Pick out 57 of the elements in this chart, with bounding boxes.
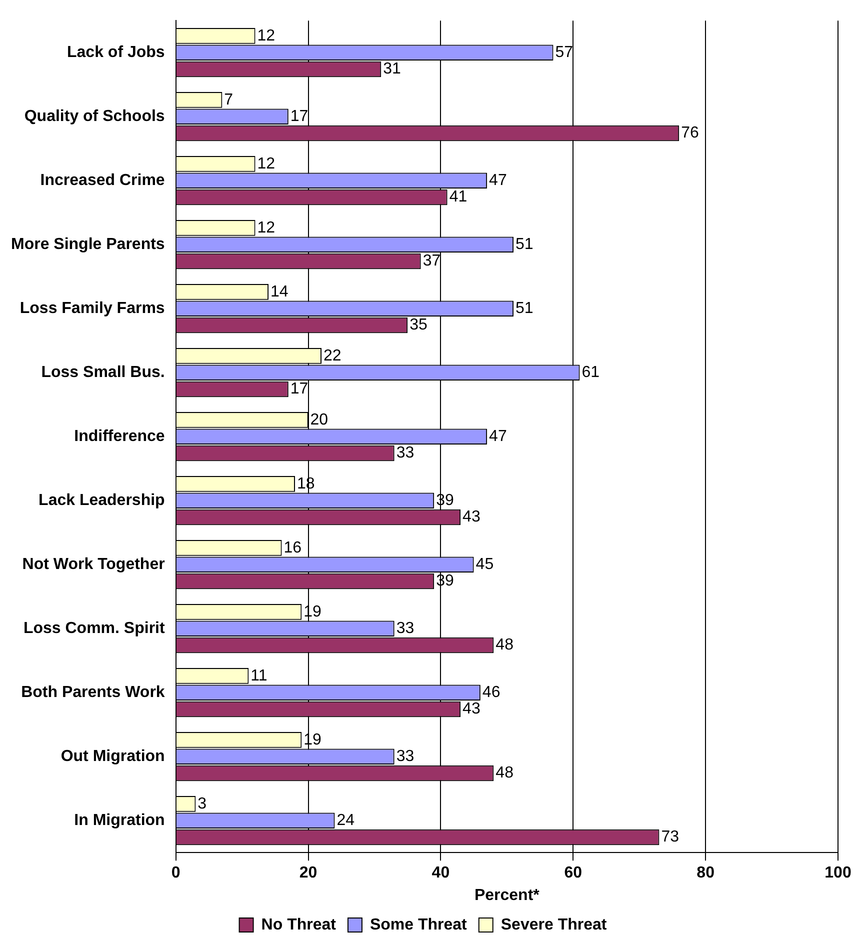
data-label: 12 xyxy=(257,219,276,236)
y-tick-label: More Single Parents xyxy=(10,236,165,254)
data-label: 45 xyxy=(476,556,494,574)
x-tick-label: 80 xyxy=(696,864,715,882)
x-tick-label: 0 xyxy=(171,864,180,882)
data-label: 3 xyxy=(198,795,207,812)
x-tick-label: 20 xyxy=(299,864,318,882)
data-label: 17 xyxy=(290,108,308,126)
data-label: 20 xyxy=(310,411,328,428)
data-label: 41 xyxy=(449,188,468,206)
data-label: 33 xyxy=(396,748,414,766)
x-tick-label: 40 xyxy=(432,864,450,882)
data-label: 24 xyxy=(336,812,355,830)
y-tick-label: Indifference xyxy=(74,428,165,446)
data-label: 51 xyxy=(516,236,534,254)
data-label: 16 xyxy=(284,539,302,556)
data-label: 33 xyxy=(396,444,414,462)
x-tick-label: 100 xyxy=(824,864,852,882)
data-label: 12 xyxy=(257,155,276,172)
data-label: 51 xyxy=(516,300,534,318)
data-label: 76 xyxy=(681,124,699,142)
y-tick-label: Loss Small Bus. xyxy=(41,364,165,382)
data-label: 61 xyxy=(582,364,600,382)
y-tick-label: Quality of Schools xyxy=(24,108,165,126)
y-tick-label: In Migration xyxy=(74,812,165,830)
legend-label: No Threat xyxy=(261,916,337,934)
data-label: 46 xyxy=(482,684,500,702)
data-label: 48 xyxy=(496,764,514,782)
data-label: 73 xyxy=(661,828,680,846)
data-label: 48 xyxy=(496,636,514,654)
data-label: 57 xyxy=(555,44,574,62)
y-tick-label: Out Migration xyxy=(60,748,165,766)
y-tick-label: Loss Family Farms xyxy=(20,300,165,318)
data-label: 31 xyxy=(383,60,401,78)
data-label: 47 xyxy=(489,428,507,446)
x-tick-label: 60 xyxy=(564,864,582,882)
data-label: 35 xyxy=(410,316,428,334)
y-tick-label: Lack of Jobs xyxy=(67,44,165,62)
data-label: 43 xyxy=(462,508,480,526)
y-tick-label: Loss Comm. Spirit xyxy=(23,620,166,638)
data-label: 43 xyxy=(462,700,480,718)
data-label: 11 xyxy=(250,667,268,684)
y-tick-label: Increased Crime xyxy=(40,172,165,190)
data-label: 47 xyxy=(489,172,507,190)
data-label: 37 xyxy=(422,252,441,270)
data-label: 7 xyxy=(224,91,234,108)
data-label: 17 xyxy=(290,380,308,398)
y-tick-label: Lack Leadership xyxy=(38,492,166,510)
data-label: 22 xyxy=(324,347,342,364)
y-tick-label: Both Parents Work xyxy=(21,684,165,702)
data-label: 33 xyxy=(396,620,414,638)
data-label: 12 xyxy=(257,27,276,44)
data-label: 14 xyxy=(270,283,288,300)
x-axis-title: Percent* xyxy=(474,886,540,904)
legend-label: Some Threat xyxy=(370,916,468,934)
y-tick-label: Not Work Together xyxy=(22,556,165,574)
legend-label: Severe Threat xyxy=(500,916,608,934)
